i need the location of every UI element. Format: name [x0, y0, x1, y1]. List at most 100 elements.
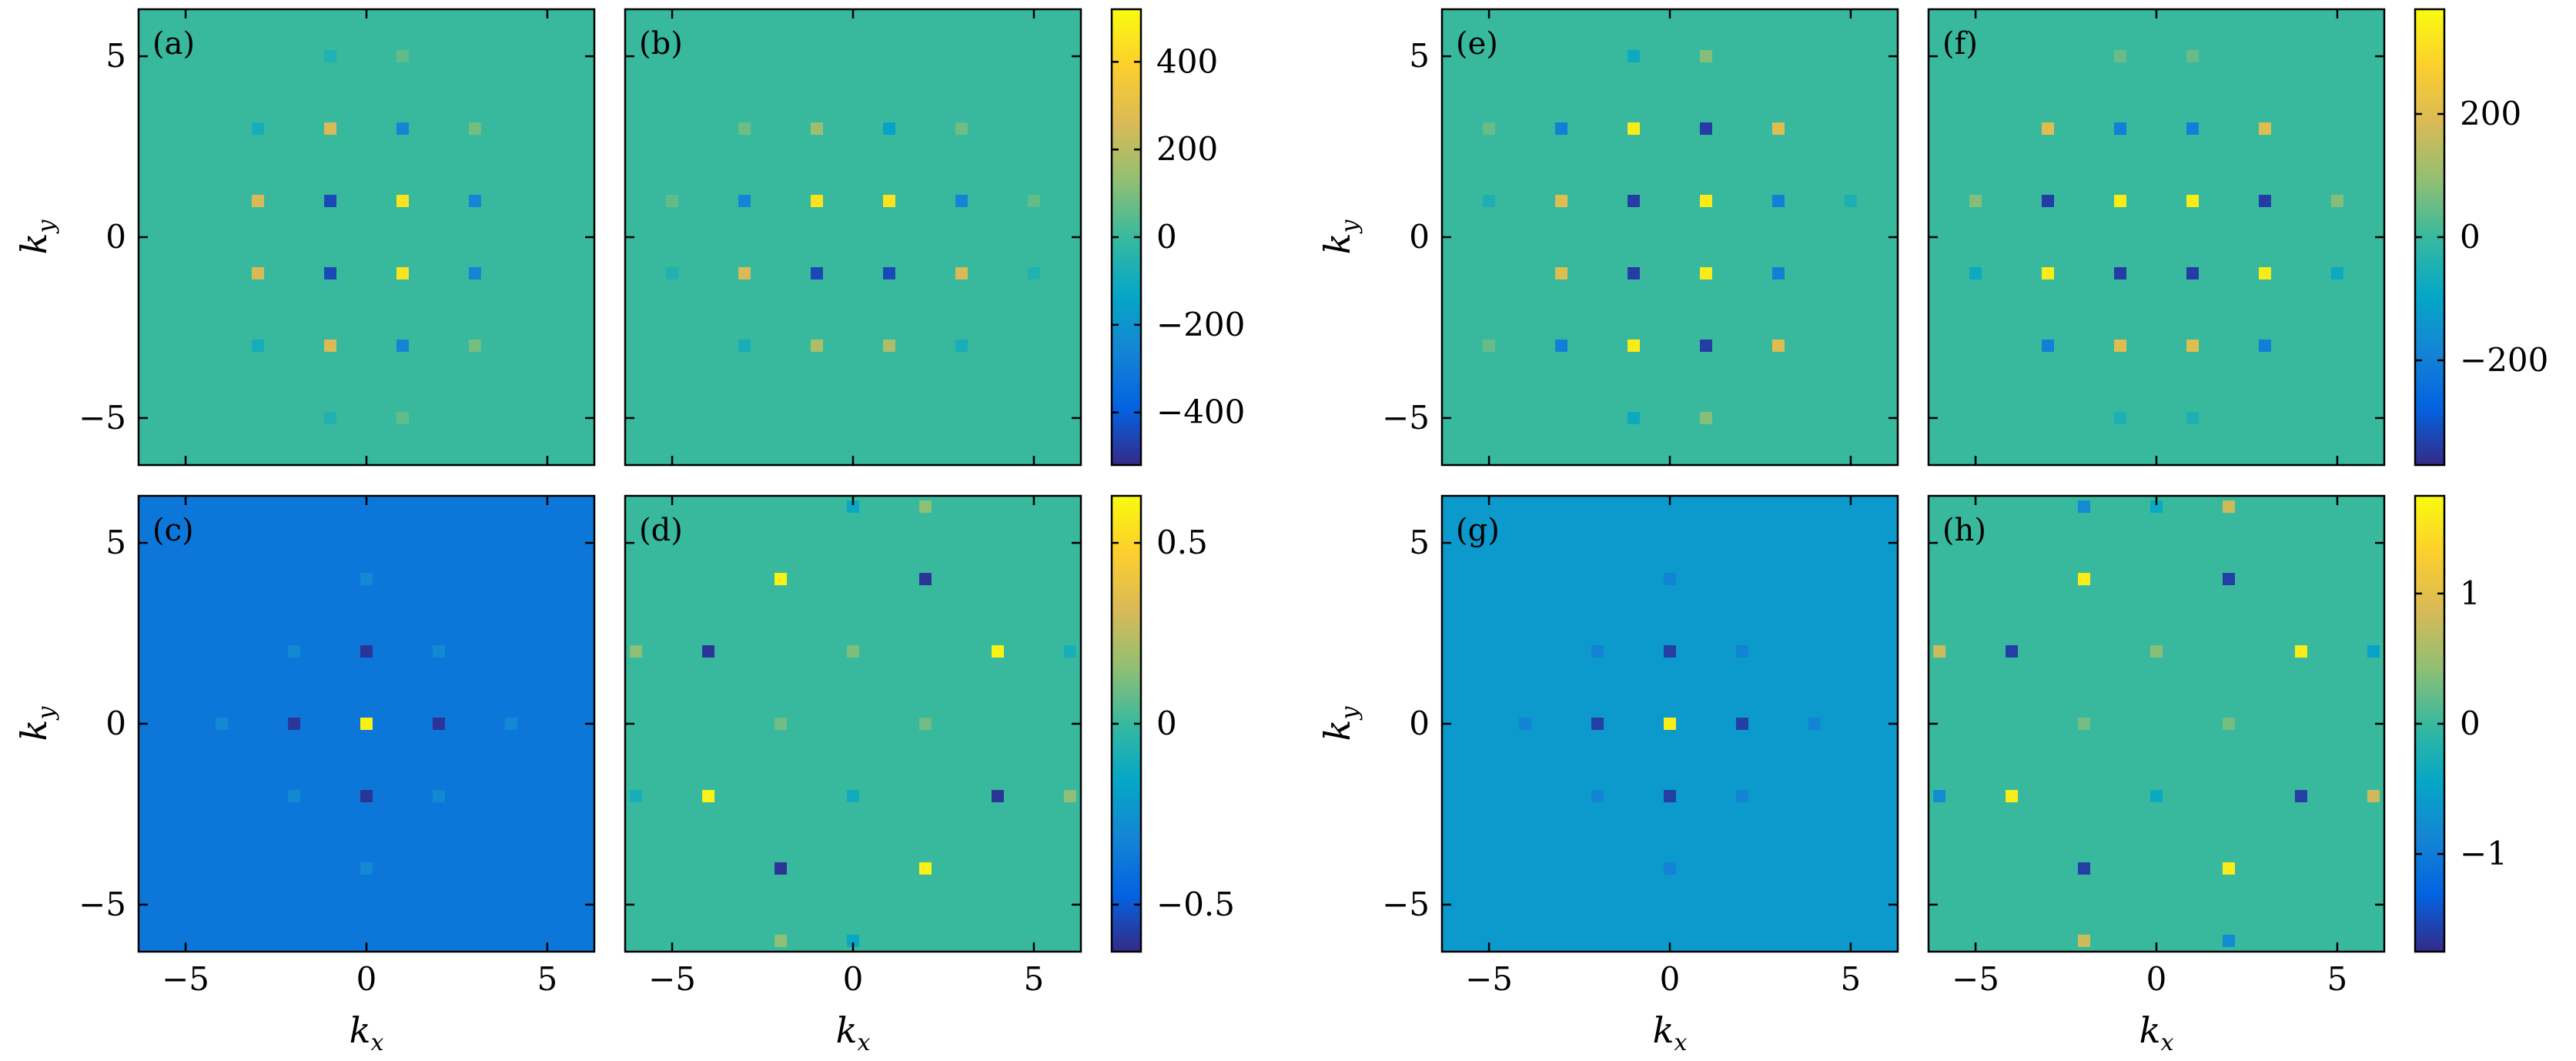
panel-f-spot-1 — [2186, 195, 2199, 208]
panel-f-spot-4 — [2042, 195, 2055, 208]
panel-e-spot-21 — [1483, 339, 1496, 352]
panel-e-ylabel-text: ky — [1316, 219, 1363, 255]
panel-f-spot-23 — [2186, 411, 2199, 424]
colorbar-0-tick-label-1: 200 — [1156, 130, 1218, 168]
colorbar-0-tick-label-4: −400 — [1156, 393, 1245, 431]
panel-b-spot-19 — [1027, 266, 1040, 279]
panel-a-spot-13 — [468, 122, 481, 136]
colorbar-0-tick-label-3: −200 — [1156, 306, 1245, 343]
panel-h-label: (h) — [1942, 513, 1986, 548]
panel-b-spot-8 — [811, 122, 824, 136]
panel-e-spot-23 — [1483, 195, 1496, 208]
panel-h-spot-6 — [2078, 862, 2091, 875]
panel-a-spot-2 — [324, 266, 337, 279]
panel-a-spot-19 — [396, 411, 409, 424]
panel-c-spot-1 — [432, 718, 445, 730]
panel-h-spot-10 — [2078, 718, 2091, 730]
panel-h-xtick-label-0: −5 — [1952, 960, 1999, 998]
panel-c-xtick-label-1: 0 — [356, 960, 377, 998]
panel-b-spot-2 — [811, 266, 824, 279]
panel-d-spot-3 — [991, 645, 1004, 658]
panel-d-xtick-label-1: 0 — [843, 960, 864, 998]
panel-c-spot-5 — [432, 645, 445, 658]
panel-h-spot-5 — [2294, 789, 2307, 802]
panel-g-spots — [1519, 573, 1821, 875]
panel-f-spots — [1969, 50, 2343, 424]
panel-a-spot-0 — [324, 195, 337, 208]
panel-f-spot-11 — [2186, 339, 2199, 352]
panel-c-ylabel-text: ky — [13, 706, 60, 741]
panel-a-spot-5 — [396, 122, 409, 136]
panel-f-spot-12 — [2042, 122, 2055, 136]
colorbar-2-tick-label-0: 200 — [2460, 95, 2521, 132]
panel-f-spot-15 — [2258, 339, 2271, 352]
panel-h-xtick-label-1: 0 — [2146, 960, 2167, 998]
panel-a-spot-12 — [252, 122, 265, 136]
panel-g-spot-7 — [1735, 789, 1748, 802]
panel-e-spot-8 — [1555, 195, 1568, 208]
panel-b-spot-17 — [1027, 195, 1040, 208]
panel-a-spot-6 — [324, 339, 337, 352]
panel-b-spot-14 — [738, 339, 751, 352]
panel-e-spot-20 — [1483, 122, 1496, 136]
panel-d-xtick-label-2: 5 — [1024, 960, 1045, 998]
panel-a-spot-11 — [468, 266, 481, 279]
panel-c-spot-11 — [360, 573, 373, 586]
panel-f-spot-22 — [2114, 411, 2127, 424]
panel-g-spot-8 — [1591, 789, 1604, 802]
panel-d-spot-7 — [918, 862, 932, 875]
panel-b-spot-7 — [955, 266, 968, 279]
panel-c-spot-8 — [288, 789, 301, 802]
panel-h-xtick-label-2: 5 — [2327, 960, 2348, 998]
panel-c-ytick-label-2: 5 — [105, 524, 126, 561]
colorbar-1-tick-label-0: 0.5 — [1156, 524, 1208, 561]
panel-f-spot-21 — [2186, 50, 2199, 63]
panel-g-label: (g) — [1456, 513, 1500, 548]
panel-c-spot-7 — [432, 789, 445, 802]
panel-e-spot-17 — [1699, 50, 1712, 63]
panel-a-spot-15 — [468, 339, 481, 352]
panel-h-spot-7 — [2222, 862, 2235, 875]
panel-b-spot-0 — [811, 195, 824, 208]
panel-h-spot-11 — [2222, 718, 2235, 730]
panel-d-label: (d) — [639, 513, 683, 548]
panel-e-spot-13 — [1771, 122, 1785, 136]
panel-b-spot-1 — [882, 195, 895, 208]
colorbar-0-tick-label-0: 400 — [1156, 42, 1218, 80]
panel-c-xlabel-text: kx — [350, 1009, 384, 1056]
panel-f-background — [1929, 9, 2384, 465]
panel-b-spot-18 — [666, 266, 679, 279]
panel-b-spots — [666, 122, 1040, 352]
panel-c-label: (c) — [152, 513, 194, 548]
panel-d-spot-8 — [847, 645, 859, 658]
panel-d-spot-15 — [847, 934, 859, 947]
panel-e-background — [1442, 9, 1898, 465]
panel-g-spot-3 — [1664, 645, 1676, 658]
panel-h-spot-8 — [2150, 645, 2163, 658]
panel-h-xlabel: kx — [2139, 1009, 2174, 1056]
panel-e-spot-4 — [1628, 122, 1641, 136]
panel-h-spot-18 — [2367, 789, 2380, 802]
panel-g-xlabel: kx — [1653, 1009, 1688, 1056]
panel-a-spot-8 — [252, 195, 265, 208]
panel-a-ytick-label-2: 5 — [105, 37, 126, 75]
panel-d-spot-19 — [1063, 645, 1076, 658]
panel-d-spot-6 — [774, 862, 788, 875]
panel-c-xtick-label-2: 5 — [537, 960, 558, 998]
panel-c-spot-0 — [360, 718, 373, 730]
panel-a-ytick-label-1: 0 — [105, 218, 126, 256]
panel-h-spot-16 — [2222, 934, 2235, 947]
panel-e-ytick-label-2: 5 — [1409, 37, 1430, 75]
panel-d-spot-2 — [702, 645, 715, 658]
panel-h-spot-12 — [2078, 500, 2091, 514]
panel-g-ylabel-text: ky — [1316, 706, 1363, 741]
colorbar-2-tick-label-1: 0 — [2460, 218, 2481, 256]
panel-e-spot-2 — [1628, 266, 1641, 279]
panel-d-spot-14 — [774, 934, 788, 947]
panel-g-xtick-label-0: −5 — [1465, 960, 1513, 998]
panel-g-ytick-label-0: −5 — [1382, 885, 1430, 923]
panel-h-spot-2 — [2006, 645, 2019, 658]
panel-f-spot-8 — [2114, 122, 2127, 136]
panel-a-spot-3 — [396, 266, 409, 279]
panel-d-spot-0 — [774, 573, 788, 586]
